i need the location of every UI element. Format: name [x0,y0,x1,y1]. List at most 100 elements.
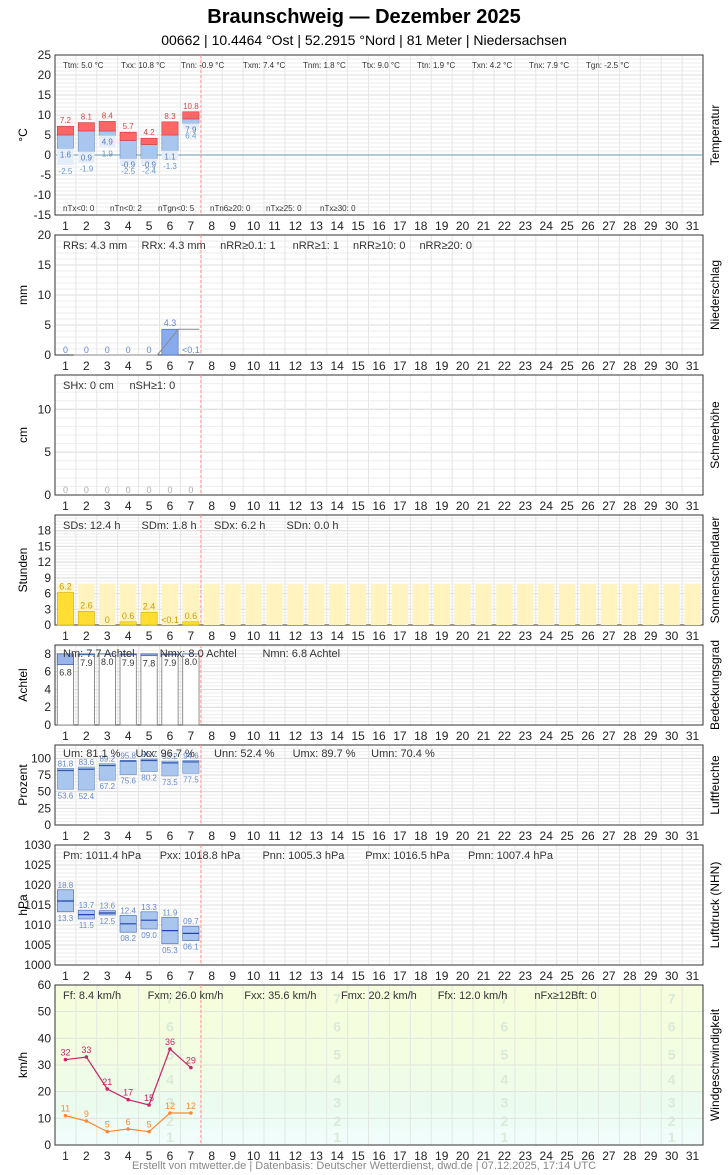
wind-mean-label: 5 [105,1120,110,1130]
x-tick-label: 26 [581,359,595,373]
y-tick-label: -5 [40,168,51,182]
y-tick-label: 18 [38,524,52,538]
x-tick-label: 14 [331,499,345,513]
beaufort-number: 7 [501,990,509,1006]
stat-label: nRR≥20: 0 [419,240,472,252]
humidity-mean-label: 93.2 [162,752,178,761]
stat-label: Pmn: 1007.4 hPa [468,850,554,862]
y-axis-label: mm [16,285,30,305]
x-tick-label: 12 [289,499,303,513]
x-tick-label: 19 [435,829,449,843]
wind-mean-point [126,1127,130,1131]
tgnd-label: -2.4 [142,167,156,176]
y-axis-label: cm [16,427,30,443]
y-tick-label: 40 [38,1031,52,1045]
wind-gust-point [189,1065,193,1070]
x-tick-label: 7 [188,629,195,643]
y-tick-label: 2 [44,700,51,714]
sun-possible-bar [287,584,304,625]
stat-label: nTgn<0: 5 [158,204,195,213]
cloud-label: 7.9 [164,658,177,668]
x-tick-label: 31 [686,629,700,643]
snow-label: 0 [188,485,193,495]
x-tick-label: 28 [623,729,637,743]
x-tick-label: 8 [208,829,215,843]
x-tick-label: 24 [540,729,554,743]
sun-label: 0.6 [185,611,198,621]
y-tick-label: 0 [44,348,51,362]
x-tick-label: 4 [125,359,132,373]
tgnd-bar [99,135,116,148]
x-tick-label: 31 [686,969,700,983]
x-tick-label: 1 [62,629,69,643]
y-axis-label: Stunden [16,548,30,593]
humidity-bar [77,766,95,791]
stat-label: Ttx: 9.0 °C [362,61,400,70]
x-tick-label: 28 [623,1149,637,1160]
x-tick-label: 7 [188,1149,195,1160]
y-tick-label: 75 [38,768,52,782]
stat-label: nRR≥1: 1 [293,240,339,252]
y-tick-label: 1000 [24,958,51,972]
beaufort-number: 5 [501,1046,509,1062]
y-tick-label: 3 [44,602,51,616]
y-tick-label: 50 [38,785,52,799]
tmax-label: 8.4 [102,111,114,120]
sun-label: 2.4 [143,601,156,611]
x-tick-label: 23 [519,829,533,843]
x-tick-label: 23 [519,499,533,513]
wind-gust-label: 36 [165,1037,175,1047]
x-tick-label: 12 [289,1149,303,1160]
x-tick-label: 22 [498,359,512,373]
x-tick-label: 7 [188,829,195,843]
x-tick-label: 30 [665,829,679,843]
stat-label: nTn<0: 2 [110,204,142,213]
beaufort-number: 1 [333,1129,341,1145]
x-tick-label: 11 [268,969,281,983]
x-tick-label: 9 [229,499,236,513]
tmin-bar [119,140,137,159]
x-tick-label: 26 [581,629,595,643]
stat-label: Tnx: 7.9 °C [529,61,569,70]
x-tick-label: 16 [372,359,386,373]
x-tick-label: 1 [62,829,69,843]
stat-label: Ttn: 1.9 °C [417,61,456,70]
stat-label: Fmx: 20.2 km/h [341,990,417,1002]
cloud-mean-bar [119,653,137,656]
x-tick-label: 8 [208,969,215,983]
x-tick-label: 16 [372,729,386,743]
wind-mean-label: 5 [147,1120,152,1130]
precip-label: 0 [63,345,68,355]
x-tick-label: 30 [665,969,679,983]
y-tick-label: 0 [44,818,51,832]
x-tick-label: 8 [208,729,215,743]
x-tick-label: 31 [686,729,700,743]
x-tick-label: 21 [477,969,491,983]
beaufort-number: 5 [333,1046,341,1062]
y-tick-label: 5 [44,128,51,142]
tgnd-label: 6.4 [185,131,197,140]
x-tick-label: 7 [188,729,195,743]
y-tick-label: 8 [44,647,51,661]
y-tick-label: 0 [44,718,51,732]
beaufort-band [55,1091,703,1113]
x-tick-label: 18 [414,219,428,233]
x-tick-label: 28 [623,499,637,513]
wind-mean-point [189,1111,193,1115]
y-tick-label: 25 [38,801,52,815]
cloud-label: 7.9 [80,658,93,668]
cloud-mean-bar [77,653,95,656]
x-tick-label: 9 [229,1149,236,1160]
tmax-bar [182,111,200,120]
panel-title: Luftfeuchte [708,755,722,815]
x-tick-label: 1 [62,729,69,743]
x-tick-label: 31 [686,499,700,513]
x-tick-label: 25 [560,829,574,843]
stat-label: Nmn: 6.8 Achtel [262,648,340,660]
precip-bar [161,328,179,356]
x-tick-label: 9 [229,629,236,643]
x-tick-label: 10 [247,499,261,513]
tmin-label: -0.9 [121,161,135,170]
x-tick-label: 26 [581,829,595,843]
y-tick-label: 15 [38,539,52,553]
